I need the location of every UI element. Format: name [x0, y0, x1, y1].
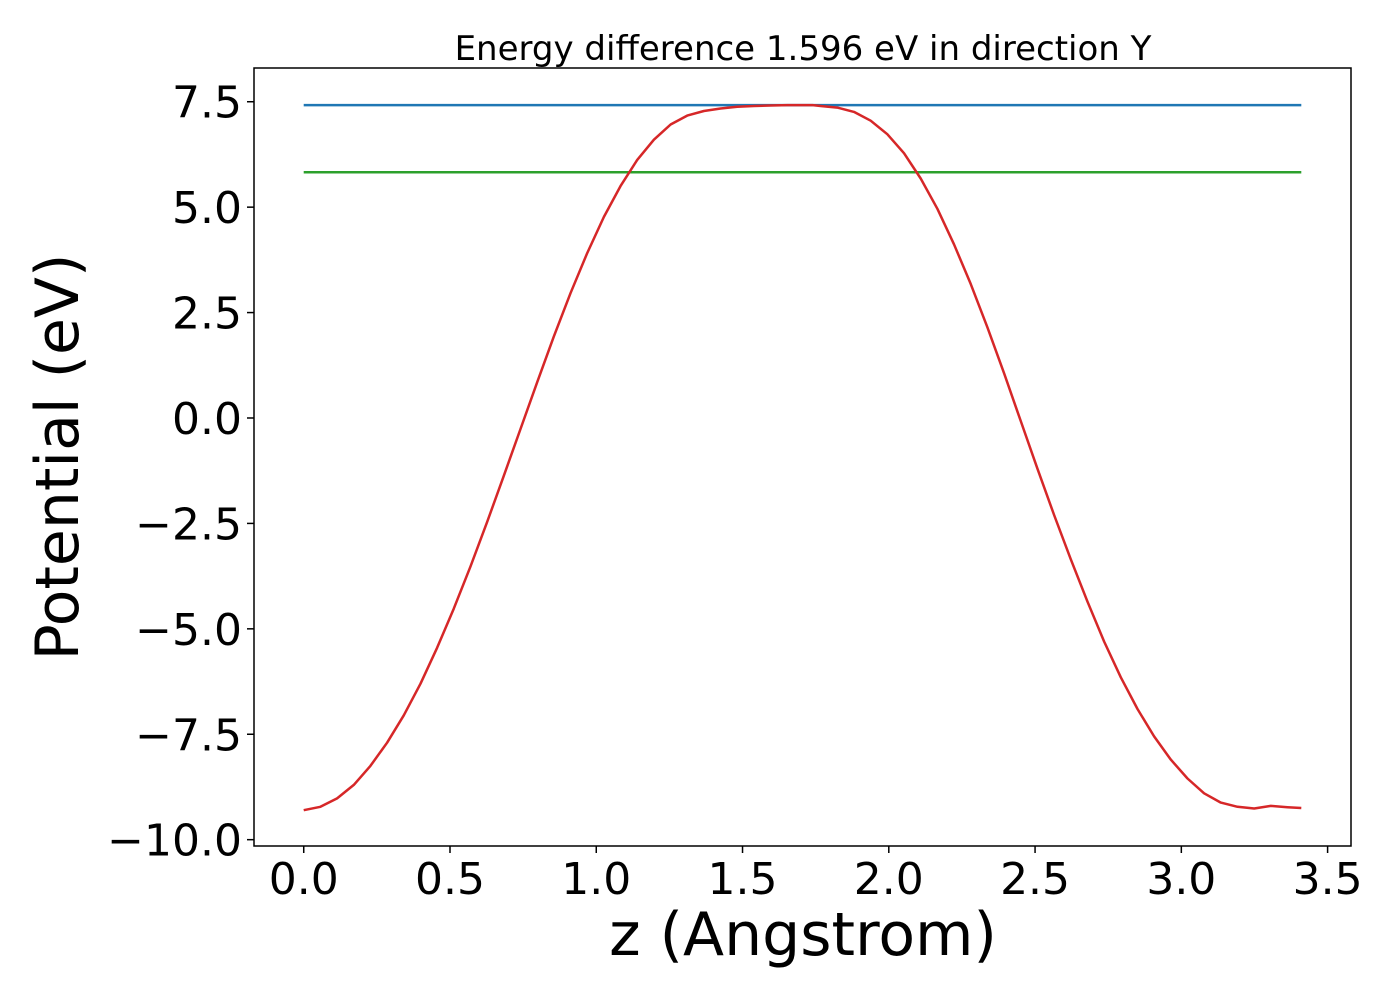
x-tick-label: 1.0: [561, 854, 631, 905]
x-tick-label: 0.5: [415, 854, 485, 905]
y-tick-label: 0.0: [172, 394, 242, 445]
x-tick-label: 3.0: [1146, 854, 1216, 905]
y-tick-label: −5.0: [135, 605, 242, 656]
y-axis-label: Potential (eV): [23, 254, 93, 661]
y-tick-label: −2.5: [135, 499, 242, 550]
x-tick-label: 0.0: [269, 854, 339, 905]
x-axis-label: z (Angstrom): [609, 900, 997, 970]
y-axis: −10.0 −7.5 −5.0 −2.5 0.0 2.5 5.0 7.5: [107, 78, 254, 867]
y-tick-label: −10.0: [107, 816, 242, 867]
plot-frame: [253, 67, 1352, 847]
y-tick-label: 2.5: [172, 289, 242, 340]
x-tick-label: 1.5: [708, 854, 778, 905]
chart-title: Energy difference 1.596 eV in direction …: [455, 29, 1152, 69]
series-layer: [303, 103, 1302, 812]
y-tick-label: 5.0: [172, 183, 242, 234]
y-tick-label: 7.5: [172, 78, 242, 129]
y-tick-label: −7.5: [135, 710, 242, 761]
x-tick-label: 3.5: [1293, 854, 1363, 905]
x-tick-label: 2.0: [854, 854, 924, 905]
x-axis: 0.0 0.5 1.0 1.5 2.0 2.5 3.0 3.5: [269, 846, 1363, 905]
x-tick-label: 2.5: [1000, 854, 1070, 905]
series-line-3: [303, 103, 1302, 812]
